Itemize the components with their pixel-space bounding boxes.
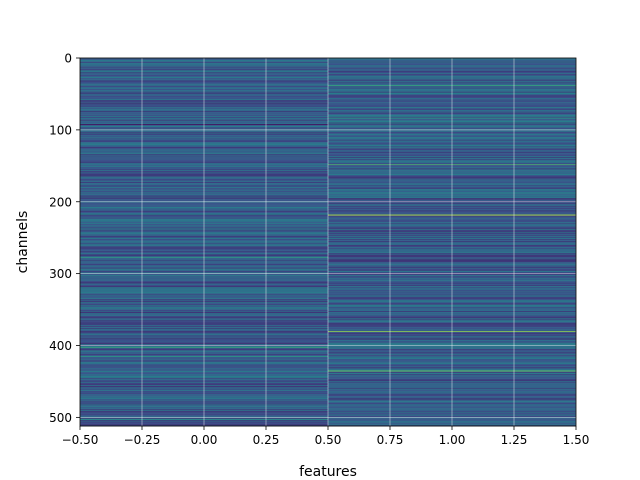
x-tick-label: 0.25 bbox=[253, 433, 280, 447]
x-tick-label: 1.25 bbox=[501, 433, 528, 447]
x-axis-label: features bbox=[299, 464, 357, 480]
x-tick-label: 1.00 bbox=[439, 433, 466, 447]
x-tick-label: 0.00 bbox=[191, 433, 218, 447]
y-tick-label: 300 bbox=[49, 267, 72, 281]
x-tick-label: 0.50 bbox=[315, 433, 342, 447]
y-tick-label: 200 bbox=[49, 195, 72, 209]
y-tick-label: 0 bbox=[64, 52, 72, 66]
y-axis-label: channels bbox=[15, 211, 31, 274]
y-tick-label: 100 bbox=[49, 123, 72, 137]
x-tick-label: 1.50 bbox=[563, 433, 590, 447]
x-axis-ticks: −0.50 −0.25 0.00 0.25 0.50 0.75 1.00 1.25 1.50 bbox=[62, 426, 590, 447]
y-tick-label: 500 bbox=[49, 411, 72, 425]
y-tick-label: 400 bbox=[49, 339, 72, 353]
y-axis-ticks: 0 100 200 300 400 500 bbox=[49, 52, 80, 425]
x-tick-label: −0.25 bbox=[124, 433, 161, 447]
x-tick-label: 0.75 bbox=[377, 433, 404, 447]
x-tick-label: −0.50 bbox=[62, 433, 99, 447]
